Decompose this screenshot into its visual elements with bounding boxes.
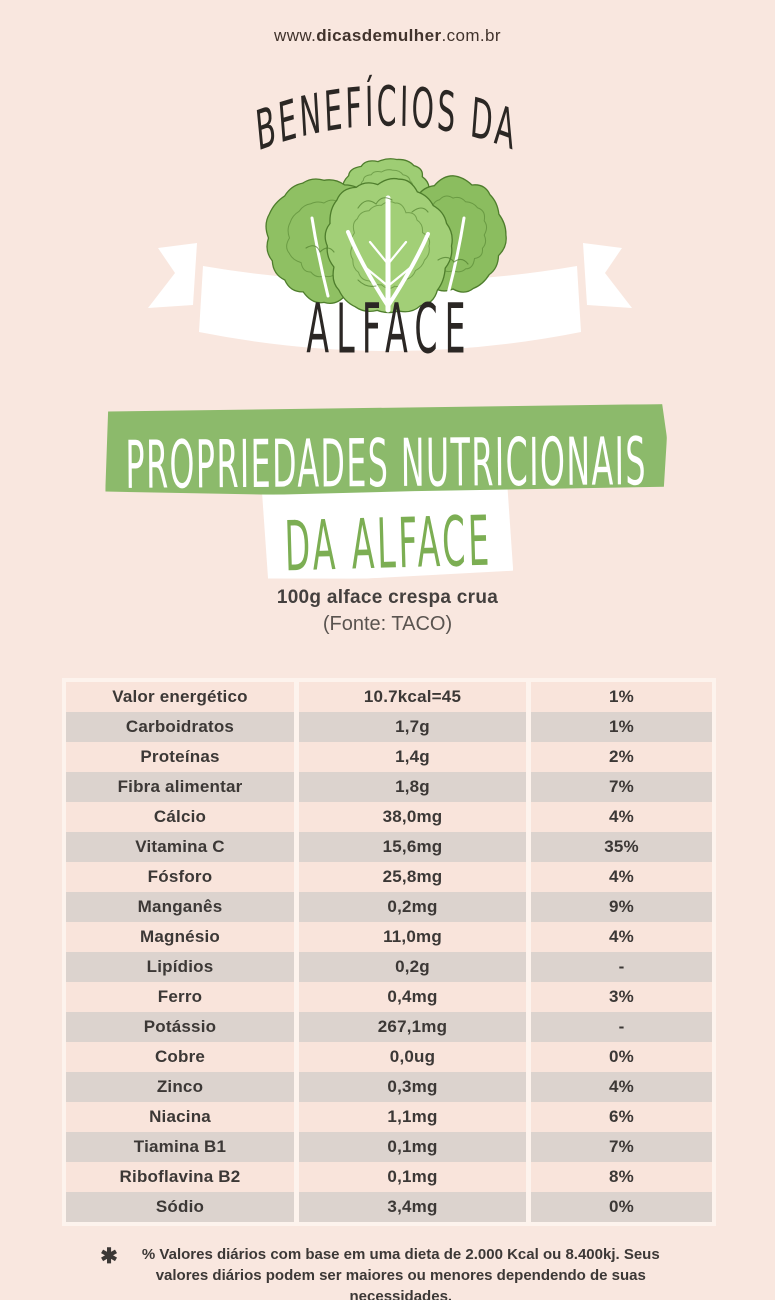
row-nutrient: Carboidratos <box>66 712 294 742</box>
row-nutrient: Manganês <box>66 892 294 922</box>
lettuce-leaf-shape <box>364 266 390 288</box>
site-url-brand: dicasdemulher <box>316 26 442 45</box>
site-url-prefix: www. <box>274 26 317 45</box>
asterisk-icon: ✱ <box>100 1245 118 1268</box>
row-nutrient: Sódio <box>66 1192 294 1222</box>
row-amount: 1,4g <box>299 742 526 772</box>
row-daily-value: 7% <box>531 1132 712 1162</box>
row-daily-value: 35% <box>531 832 712 862</box>
row-nutrient: Tiamina B1 <box>66 1132 294 1162</box>
row-nutrient: Lipídios <box>66 952 294 982</box>
row-nutrient: Fósforo <box>66 862 294 892</box>
lettuce-leaf-shape <box>368 240 390 266</box>
row-nutrient: Proteínas <box>66 742 294 772</box>
portion-subtitle: 100g alface crespa crua <box>276 587 499 608</box>
lettuce-leaf-shape <box>305 245 335 253</box>
svg-text:BENEFÍCIOS DA: BENEFÍCIOS DA <box>253 73 520 164</box>
row-nutrient: Zinco <box>66 1072 294 1102</box>
ribbon-tail-right <box>583 243 632 308</box>
row-nutrient: Cobre <box>66 1042 294 1072</box>
site-url: www.dicasdemulher.com.br <box>0 26 775 46</box>
row-amount: 0,1mg <box>299 1132 526 1162</box>
row-nutrient: Ferro <box>66 982 294 1012</box>
row-nutrient: Cálcio <box>66 802 294 832</box>
row-amount: 0,3mg <box>299 1072 526 1102</box>
row-daily-value: - <box>531 952 712 982</box>
row-amount: 1,7g <box>299 712 526 742</box>
row-daily-value: 1% <box>531 712 712 742</box>
lettuce-leaf-shape <box>357 197 393 209</box>
ribbon-tail-left <box>148 243 197 308</box>
lettuce-leaf-shape <box>386 266 412 288</box>
source-subtitle: (Fonte: TACO) <box>322 613 453 635</box>
row-amount: 0,4mg <box>299 982 526 1012</box>
row-amount: 267,1mg <box>299 1012 526 1042</box>
row-daily-value: 0% <box>531 1192 712 1222</box>
section-banner-text: PROPRIEDADES NUTRICIONAIS <box>125 423 648 504</box>
row-amount: 15,6mg <box>299 832 526 862</box>
row-daily-value: - <box>531 1012 712 1042</box>
ribbon-label-text: ALFACE <box>306 288 474 369</box>
row-daily-value: 4% <box>531 922 712 952</box>
row-amount: 11,0mg <box>299 922 526 952</box>
row-daily-value: 1% <box>531 682 712 712</box>
row-daily-value: 7% <box>531 772 712 802</box>
row-amount: 0,0ug <box>299 1042 526 1072</box>
nutrition-table: Valor energético 10.7kcal=45 1% Carboidrato… <box>62 678 716 1226</box>
section-subbanner-text: DA ALFACE <box>283 500 493 587</box>
row-amount: 0,2g <box>299 952 526 982</box>
footnote: ✱ % Valores diários com base em uma diet… <box>0 1244 775 1300</box>
row-nutrient: Vitamina C <box>66 832 294 862</box>
row-daily-value: 2% <box>531 742 712 772</box>
lettuce-leaf-shape <box>357 279 377 287</box>
row-nutrient: Magnésio <box>66 922 294 952</box>
footnote-text: % Valores diários com base em uma dieta … <box>141 1246 660 1300</box>
row-amount: 25,8mg <box>299 862 526 892</box>
row-daily-value: 0% <box>531 1042 712 1072</box>
lettuce-illustration <box>265 158 507 314</box>
row-amount: 1,1mg <box>299 1102 526 1132</box>
row-daily-value: 4% <box>531 862 712 892</box>
row-amount: 10.7kcal=45 <box>299 682 526 712</box>
site-url-suffix: .com.br <box>441 26 501 45</box>
row-amount: 1,8g <box>299 772 526 802</box>
arc-headline-text: BENEFÍCIOS DA <box>253 73 517 164</box>
row-nutrient: Valor energético <box>66 682 294 712</box>
row-nutrient: Niacina <box>66 1102 294 1132</box>
lettuce-leaf-shape <box>446 216 466 296</box>
row-nutrient: Riboflavina B2 <box>66 1162 294 1192</box>
row-daily-value: 4% <box>531 1072 712 1102</box>
row-amount: 0,1mg <box>299 1162 526 1192</box>
lettuce-leaf-shape <box>310 216 330 298</box>
lettuce-leaf-shape <box>346 230 390 308</box>
row-nutrient: Fibra alimentar <box>66 772 294 802</box>
row-amount: 3,4mg <box>299 1192 526 1222</box>
row-daily-value: 8% <box>531 1162 712 1192</box>
section-banner: PROPRIEDADES NUTRICIONAIS <box>105 404 668 496</box>
lettuce-leaf-shape <box>386 240 408 266</box>
lettuce-leaf-shape <box>437 256 469 265</box>
row-nutrient: Potássio <box>66 1012 294 1042</box>
row-daily-value: 3% <box>531 982 712 1012</box>
lettuce-leaf-shape <box>411 207 429 213</box>
row-amount: 38,0mg <box>299 802 526 832</box>
row-daily-value: 4% <box>531 802 712 832</box>
row-daily-value: 9% <box>531 892 712 922</box>
arc-headline: BENEFÍCIOS DA <box>253 73 520 164</box>
row-amount: 0,2mg <box>299 892 526 922</box>
row-daily-value: 6% <box>531 1102 712 1132</box>
ribbon-label: ALFACE <box>135 288 645 369</box>
